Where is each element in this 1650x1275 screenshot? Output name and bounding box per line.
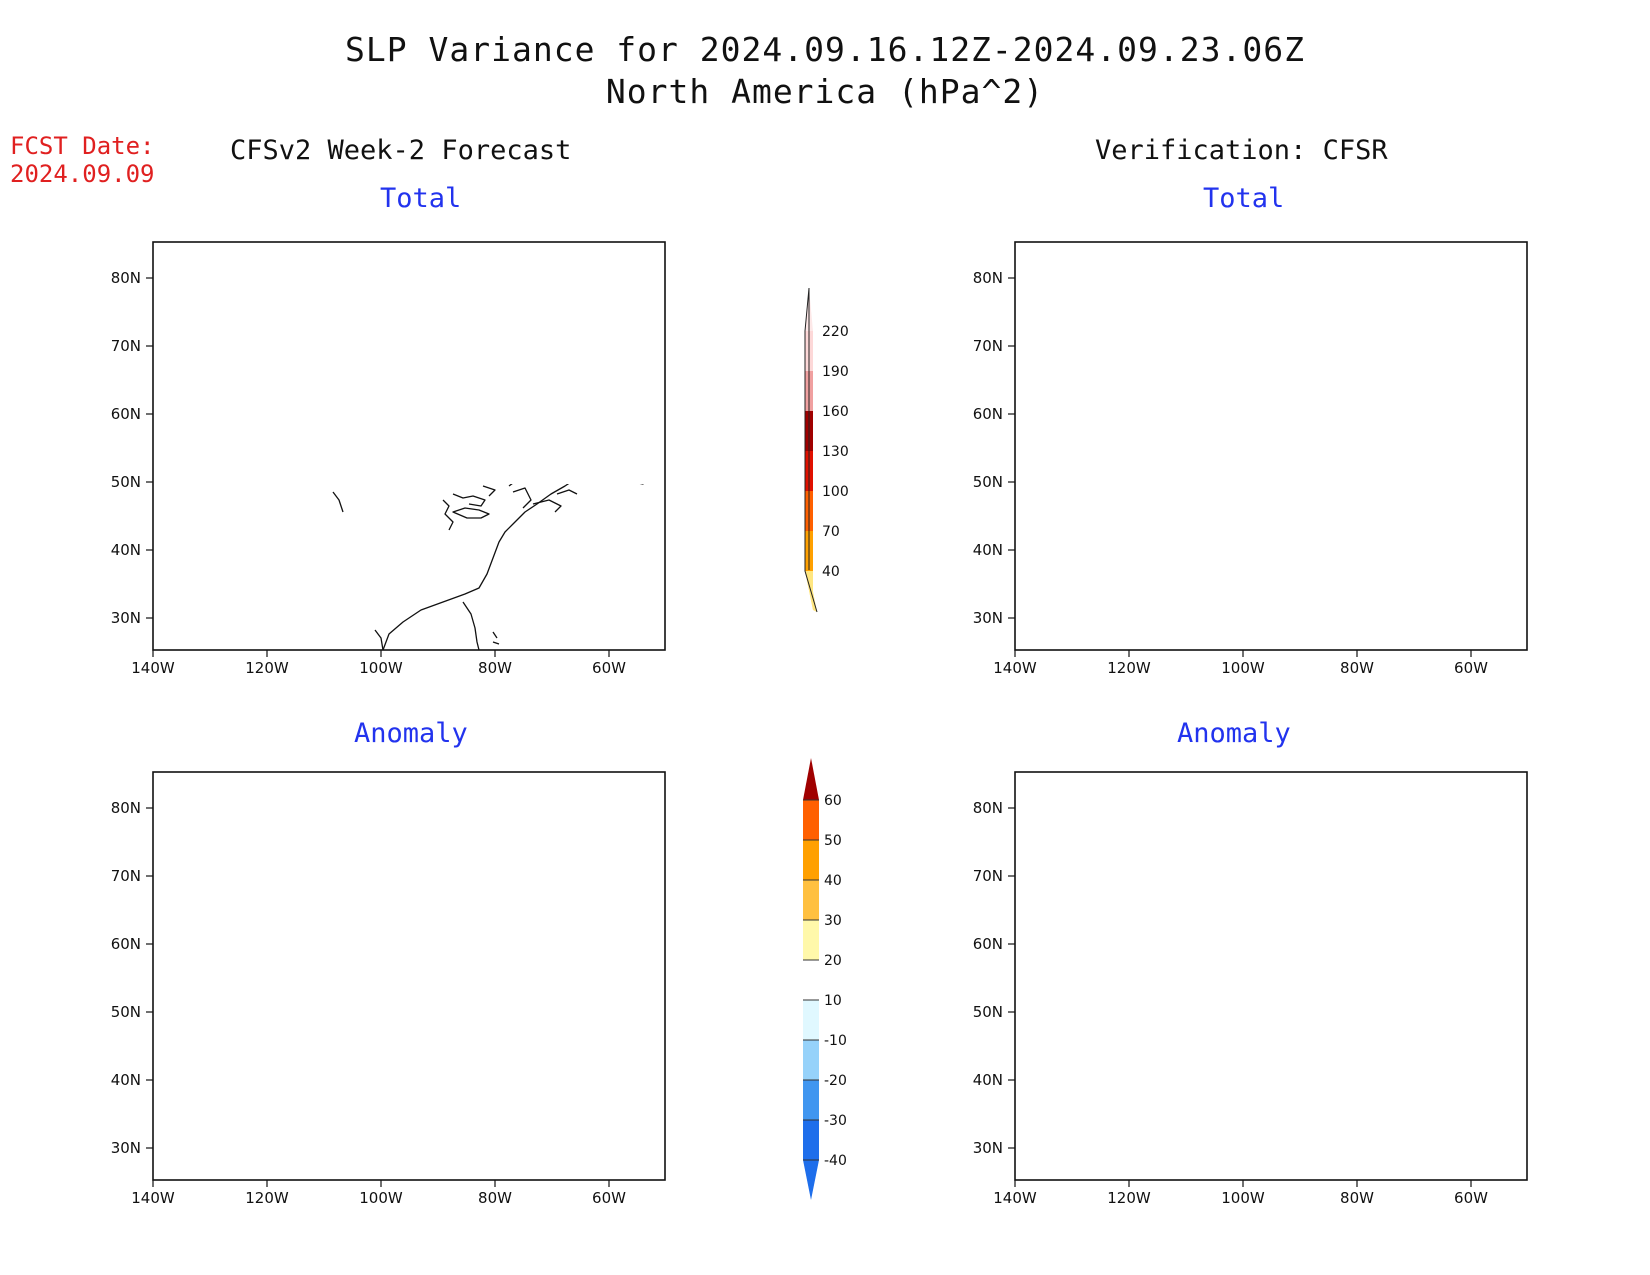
forecast-anomaly-lon-labels: 140W 120W 100W 80W 60W (131, 1189, 626, 1207)
anomaly-level-label: 30 (824, 913, 842, 929)
anomaly-bin-top (803, 758, 819, 800)
anomaly-level-label: 60 (824, 793, 842, 809)
lon-label: 80W (1340, 1189, 1374, 1207)
lat-label: 70N (111, 337, 141, 355)
anomaly-level-label: 40 (824, 873, 842, 889)
lat-label: 40N (111, 541, 141, 559)
lon-label: 120W (245, 659, 289, 677)
lon-label: 60W (1454, 1189, 1488, 1207)
lat-label: 80N (973, 799, 1003, 817)
total-level-label: 40 (822, 564, 840, 580)
anomaly-level-label: 50 (824, 833, 842, 849)
forecast-total-lat-labels: 80N 70N 60N 50N 40N 30N (111, 269, 141, 627)
verification-anomaly-title: Anomaly (1177, 718, 1291, 749)
forecast-anomaly-map (145, 771, 666, 1188)
forecast-total-title: Total (380, 183, 462, 214)
lon-label: 100W (359, 1189, 403, 1207)
lat-label: 30N (111, 609, 141, 627)
lon-label: 60W (592, 659, 626, 677)
lat-label: 80N (111, 799, 141, 817)
lon-label: 140W (993, 659, 1037, 677)
anomaly-level-label: -20 (824, 1073, 847, 1089)
lon-label: 140W (131, 1189, 175, 1207)
lon-label: 100W (1221, 1189, 1265, 1207)
anomaly-bin (803, 960, 819, 1000)
lon-label: 120W (245, 1189, 289, 1207)
verification-column-title: Verification: CFSR (1095, 135, 1388, 166)
anomaly-bin (803, 800, 819, 840)
anomaly-level-label: -10 (824, 1033, 847, 1049)
anomaly-bin (803, 920, 819, 960)
anomaly-level-label: -40 (824, 1153, 847, 1169)
lat-label: 70N (111, 867, 141, 885)
lat-label: 50N (111, 1003, 141, 1021)
lat-label: 80N (973, 269, 1003, 287)
lat-label: 60N (973, 405, 1003, 423)
lat-label: 60N (111, 935, 141, 953)
chart-title: SLP Variance for 2024.09.16.12Z-2024.09.… (345, 30, 1305, 69)
lon-label: 80W (478, 659, 512, 677)
total-level-label: 190 (822, 364, 849, 380)
forecast-total-lon-labels: 140W 120W 100W 80W 60W (131, 659, 626, 677)
forecast-anomaly-title: Anomaly (354, 718, 468, 749)
lat-label: 60N (973, 935, 1003, 953)
lat-label: 50N (973, 473, 1003, 491)
lon-label: 80W (1340, 659, 1374, 677)
forecast-anomaly-lat-labels: 80N 70N 60N 50N 40N 30N (111, 799, 141, 1157)
total-level-label: 100 (822, 484, 849, 500)
verification-total-map (1007, 241, 1528, 658)
anomaly-bin (803, 840, 819, 880)
lon-label: 100W (359, 659, 403, 677)
verification-anomaly-lon-labels: 140W 120W 100W 80W 60W (993, 1189, 1488, 1207)
lon-label: 140W (993, 1189, 1037, 1207)
lat-label: 40N (973, 541, 1003, 559)
anomaly-level-label: -30 (824, 1113, 847, 1129)
lat-label: 30N (973, 609, 1003, 627)
anomaly-bin-bottom (803, 1160, 819, 1200)
lat-label: 70N (973, 337, 1003, 355)
forecast-total-map (145, 241, 666, 658)
verification-total-title: Total (1203, 183, 1285, 214)
lon-label: 140W (131, 659, 175, 677)
lat-label: 80N (111, 269, 141, 287)
total-colorbar: 40 70 100 130 160 190 220 (804, 287, 849, 613)
lon-label: 80W (478, 1189, 512, 1207)
chart-subtitle: North America (hPa^2) (605, 72, 1045, 111)
lon-label: 60W (592, 1189, 626, 1207)
anomaly-bin (803, 1080, 819, 1120)
anomaly-colorbar: -40 -30 -20 -10 10 20 30 40 50 60 (803, 758, 847, 1200)
anomaly-level-label: 10 (824, 993, 842, 1009)
fcst-date-value: 2024.09.09 (10, 160, 155, 188)
verification-total-lon-labels: 140W 120W 100W 80W 60W (993, 659, 1488, 677)
total-level-label: 220 (822, 324, 849, 340)
lat-label: 50N (111, 473, 141, 491)
lat-label: 40N (973, 1071, 1003, 1089)
lat-label: 40N (111, 1071, 141, 1089)
total-level-label: 160 (822, 404, 849, 420)
verification-total-lat-labels: 80N 70N 60N 50N 40N 30N (973, 269, 1003, 627)
lon-label: 60W (1454, 659, 1488, 677)
lat-label: 50N (973, 1003, 1003, 1021)
lon-label: 120W (1107, 1189, 1151, 1207)
total-level-label: 130 (822, 444, 849, 460)
verification-anomaly-map (1007, 771, 1528, 1188)
anomaly-bin (803, 1120, 819, 1160)
anomaly-bin (803, 880, 819, 920)
lon-label: 120W (1107, 659, 1151, 677)
verification-anomaly-lat-labels: 80N 70N 60N 50N 40N 30N (973, 799, 1003, 1157)
anomaly-level-label: 20 (824, 953, 842, 969)
fcst-date-label: FCST Date: (10, 132, 155, 160)
lon-label: 100W (1221, 659, 1265, 677)
lat-label: 60N (111, 405, 141, 423)
forecast-column-title: CFSv2 Week-2 Forecast (230, 135, 572, 166)
anomaly-bin (803, 1000, 819, 1040)
lat-label: 30N (111, 1139, 141, 1157)
lat-label: 30N (973, 1139, 1003, 1157)
lat-label: 70N (973, 867, 1003, 885)
anomaly-bin (803, 1040, 819, 1080)
total-level-label: 70 (822, 524, 840, 540)
